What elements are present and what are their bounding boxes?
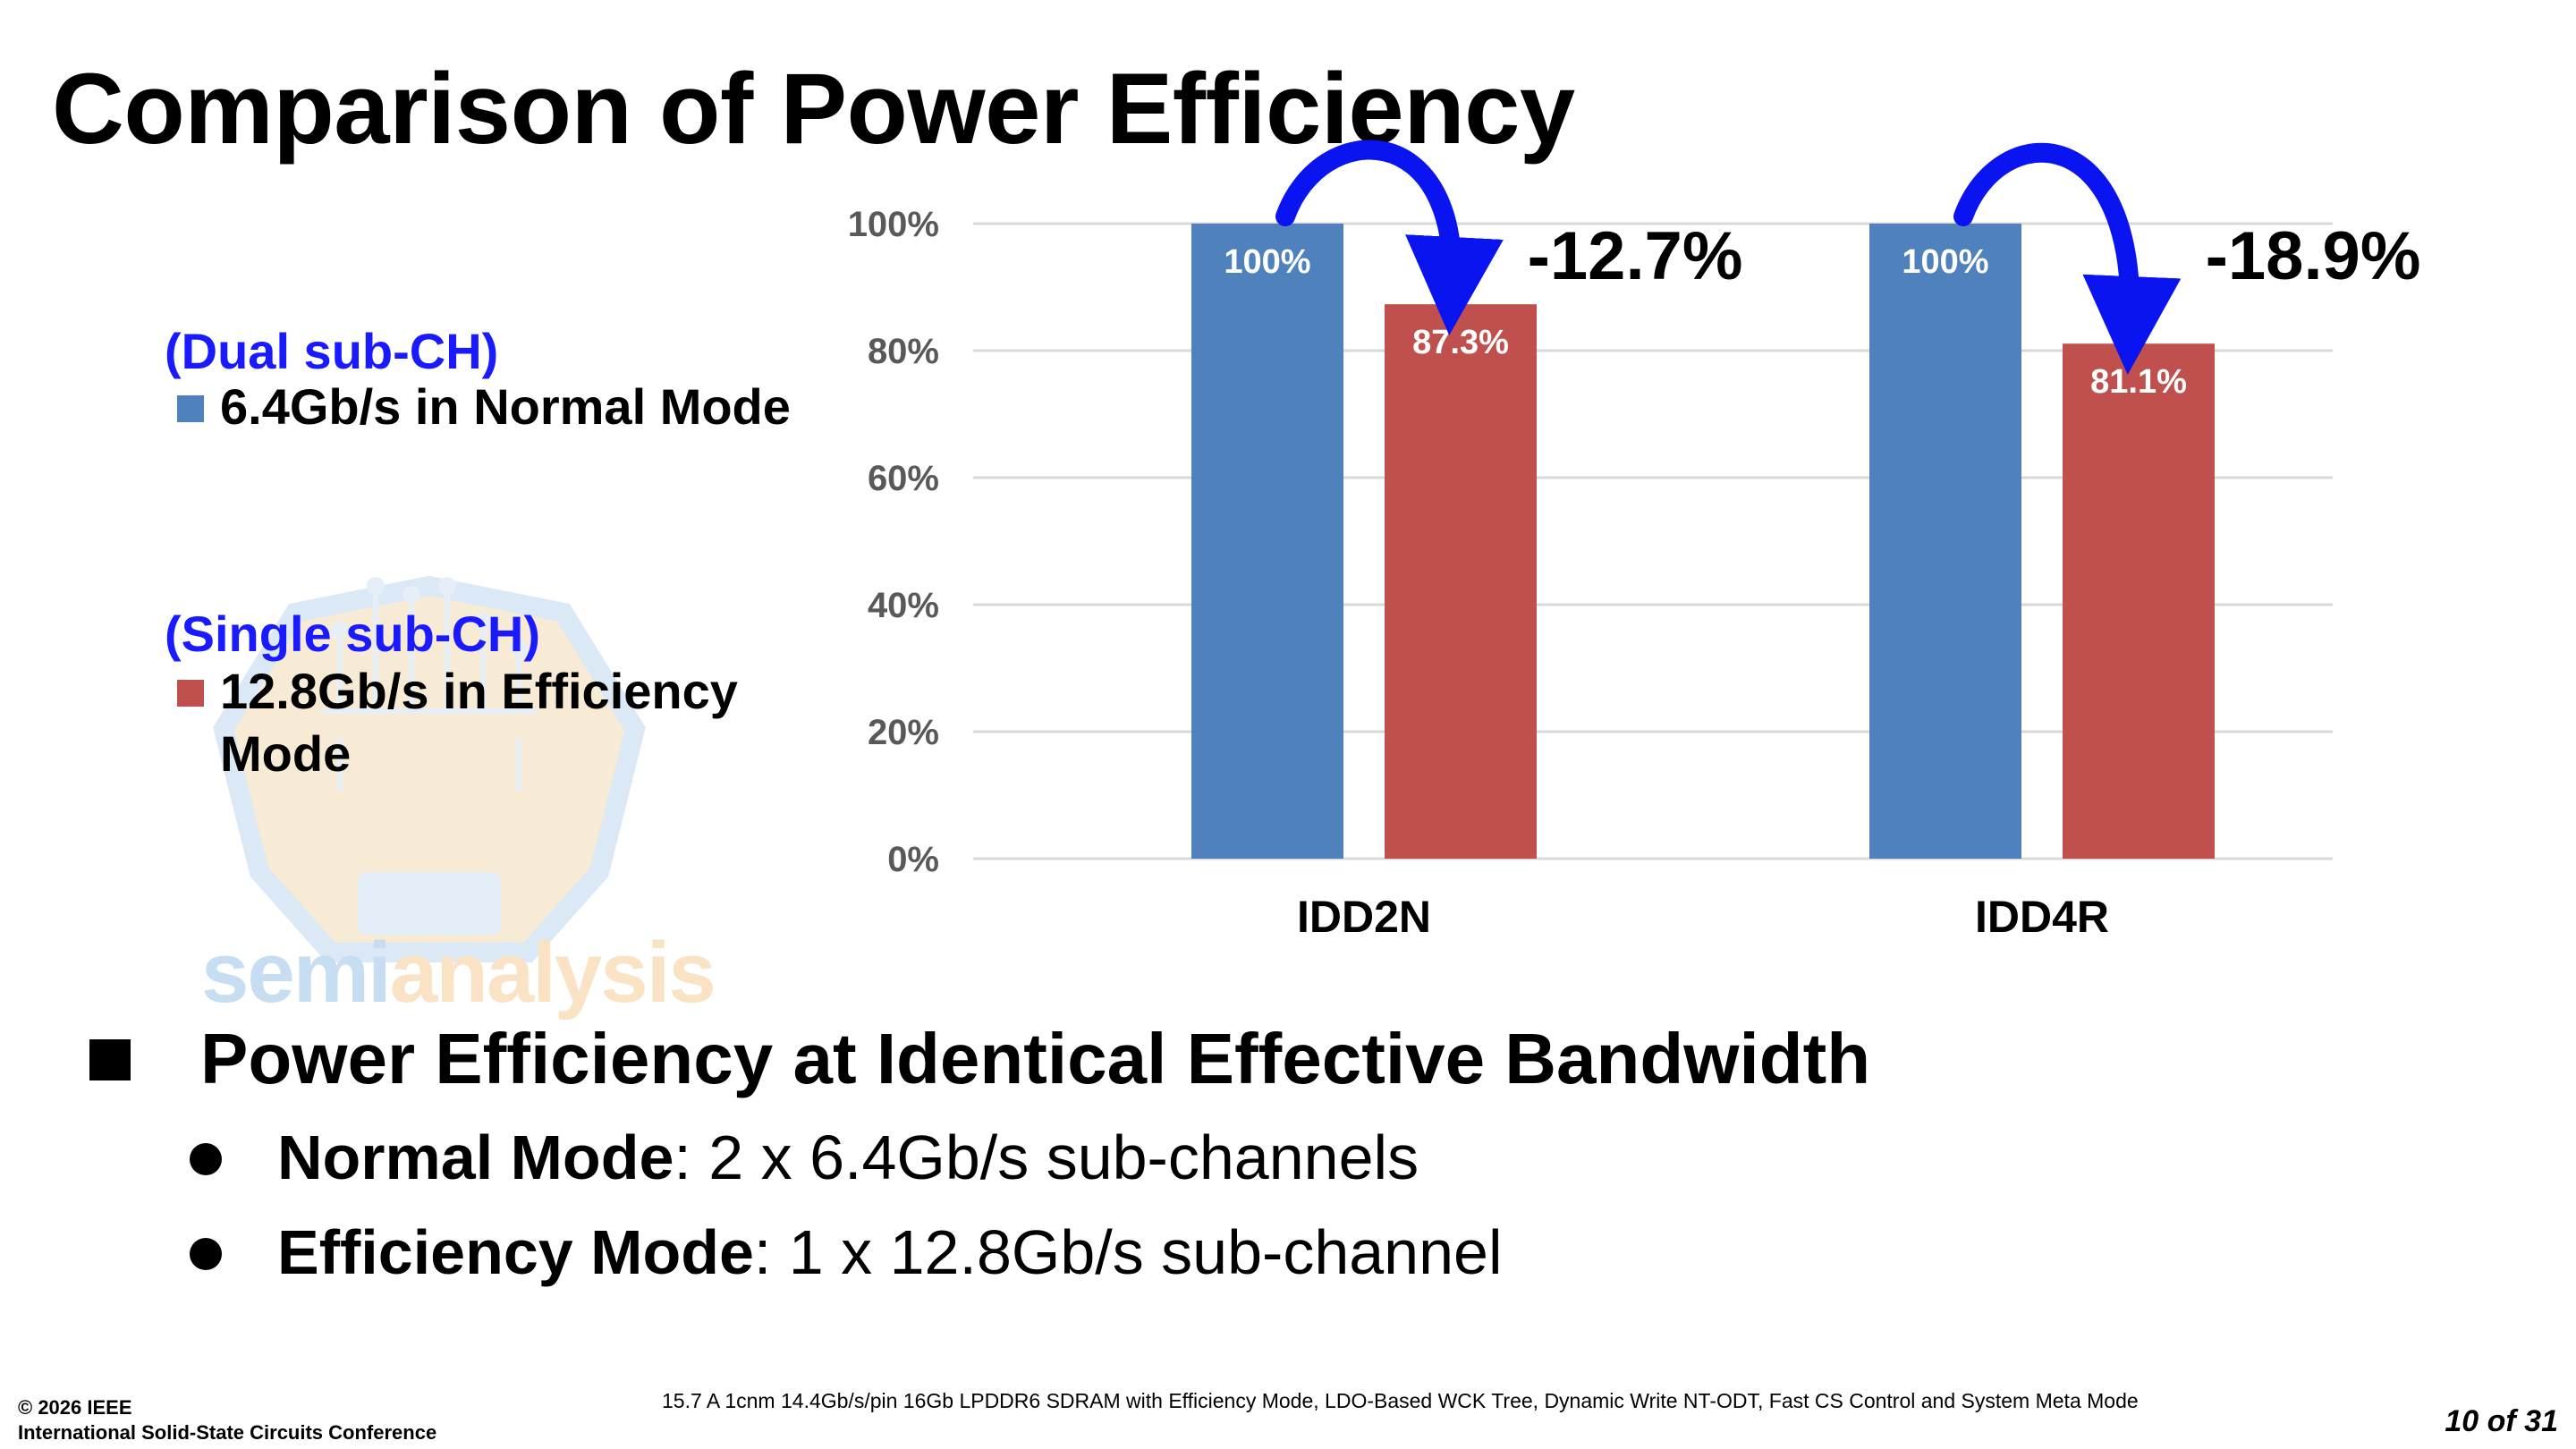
legend-item-normal: 6.4Gb/s in Normal Mode [177, 376, 857, 440]
page-number: 10 of 31 [2445, 1404, 2558, 1438]
x-category-label: IDD2N [1297, 892, 1431, 942]
bullet-sub-efficiency-text: Efficiency Mode: 1 x 12.8Gb/s sub-channe… [277, 1218, 1503, 1287]
bullet-sub-efficiency: Efficiency Mode: 1 x 12.8Gb/s sub-channe… [190, 1218, 1889, 1299]
legend-label-normal: 6.4Gb/s in Normal Mode [220, 378, 791, 435]
y-tick-label: 100% [848, 205, 939, 244]
legend-group-dual: (Dual sub-CH) [165, 323, 499, 379]
reduction-annotation: -18.9% [2206, 218, 2421, 294]
watermark-text-b: analysis [389, 925, 716, 1021]
round-bullet-icon [190, 1143, 222, 1175]
bar-chart: 0% 20% 40% 60% 80% 100% 100% 87.3% IDD2N 100% 81.1… [848, 140, 2421, 942]
footer-conference: International Solid-State Circuits Confe… [18, 1421, 437, 1444]
bullet-sub-efficiency-bold: Efficiency Mode [277, 1217, 754, 1287]
legend-swatch-normal [177, 395, 204, 422]
square-bullet-icon [89, 1039, 131, 1080]
bullet-sub-normal-rest: : 2 x 6.4Gb/s sub-channels [674, 1123, 1419, 1192]
bullet-main-text: Power Efficiency at Identical Effective … [200, 1019, 1871, 1098]
watermark-text-a: semi [201, 925, 392, 1021]
footer-left: © 2026 IEEE International Solid-State Ci… [18, 1395, 436, 1445]
bar [1191, 224, 1343, 859]
footer-paper-title: 15.7 A 1cnm 14.4Gb/s/pin 16Gb LPDDR6 SDR… [662, 1389, 2139, 1412]
legend-swatch-efficiency [177, 680, 204, 707]
bar [2063, 343, 2215, 859]
round-bullet-icon [190, 1238, 222, 1270]
watermark-bulb-icon [213, 575, 646, 962]
watermark-text: semianalysis [201, 930, 716, 1016]
y-tick-label: 20% [868, 713, 939, 752]
reduction-annotation: -12.7% [1528, 218, 1743, 294]
y-tick-label: 80% [868, 332, 939, 371]
bullet-sub-normal-bold: Normal Mode [277, 1123, 674, 1192]
legend-label-efficiency-line1: 12.8Gb/s in Efficiency [220, 663, 738, 719]
legend-label-efficiency-line2: Mode [220, 725, 352, 782]
watermark-logo [213, 575, 646, 962]
footer-copyright: © 2026 IEEE [18, 1396, 132, 1419]
data-label: 81.1% [2090, 363, 2187, 401]
bar [1385, 304, 1537, 859]
bullet-main: Power Efficiency at Identical Effective … [89, 1020, 2147, 1109]
y-tick-label: 0% [887, 840, 939, 879]
x-category-label: IDD4R [1975, 892, 2109, 942]
reduction-arrow [1953, 142, 2182, 375]
bullet-sub-efficiency-rest: : 1 x 12.8Gb/s sub-channel [753, 1217, 1503, 1287]
legend-group-single: (Single sub-CH) [165, 606, 540, 662]
slide-title: Comparison of Power Efficiency [52, 53, 1575, 165]
y-tick-label: 60% [868, 459, 939, 498]
bullet-sub-normal-text: Normal Mode: 2 x 6.4Gb/s sub-channels [277, 1123, 1419, 1192]
data-label: 87.3% [1412, 324, 1509, 361]
bullet-sub-normal: Normal Mode: 2 x 6.4Gb/s sub-channels [190, 1123, 1889, 1204]
bar [1869, 224, 2021, 859]
y-tick-label: 40% [868, 586, 939, 625]
reduction-arrow [1275, 140, 1504, 335]
data-label: 100% [1902, 243, 1988, 281]
data-label: 100% [1224, 243, 1310, 281]
legend-item-efficiency: 12.8Gb/s in Efficiency Mode [177, 660, 857, 789]
